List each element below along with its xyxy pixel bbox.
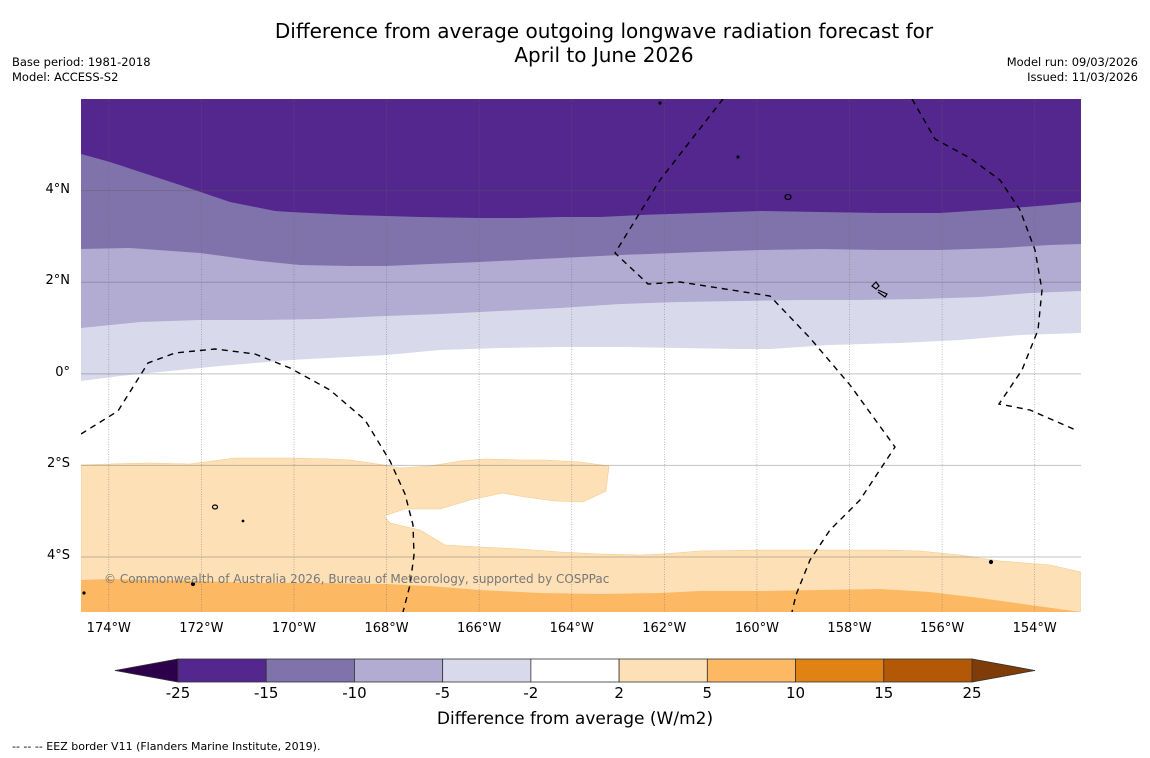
colorbar-tick-label: -10 (342, 684, 367, 702)
island (190, 581, 196, 587)
colorbar-segment (265, 658, 355, 683)
eez-borders (81, 99, 1079, 612)
eez-border-east (911, 99, 1079, 432)
colorbar-segment (530, 658, 620, 683)
colorbar-tick-label: 2 (614, 684, 624, 702)
model-name: Model: ACCESS-S2 (12, 70, 119, 84)
model-run-date: Model run: 09/03/2026 (1006, 55, 1138, 69)
meta-left: Base period: 1981-2018 Model: ACCESS-S2 (12, 55, 151, 85)
island (658, 101, 662, 105)
latitude-label: 4°N (45, 181, 71, 197)
colorbar-segment (883, 658, 973, 683)
island (988, 559, 994, 565)
colorbar-tick-label: 10 (786, 684, 806, 702)
band-plus5-to-plus10 (81, 579, 1081, 612)
colorbar-tick-label: 15 (874, 684, 894, 702)
longitude-label: 166°W (457, 621, 502, 636)
latitude-label: 4°S (46, 548, 70, 564)
longitude-label: 160°W (734, 621, 779, 636)
band-plus2-to-plus5 (81, 457, 1081, 612)
longitude-label: 168°W (364, 621, 409, 636)
colorbar-segment (442, 658, 532, 683)
copyright-notice: © Commonwealth of Australia 2026, Bureau… (104, 572, 610, 586)
longitude-label: 172°W (179, 621, 224, 636)
eez-border-central-north (614, 99, 896, 612)
map-plot-area (81, 99, 1081, 612)
title-line-1: Difference from average outgoing longwav… (274, 19, 934, 43)
colorbar-tick-label: 5 (702, 684, 713, 702)
longitude-label: 156°W (920, 621, 965, 636)
longitude-label: 154°W (1012, 621, 1057, 636)
island (211, 504, 219, 510)
islands (82, 101, 994, 595)
graticule (81, 99, 1081, 612)
colorbar-title: Difference from average (W/m2) (436, 709, 714, 729)
colorbar (114, 658, 1036, 683)
longitude-label: 158°W (827, 621, 872, 636)
island (82, 591, 86, 595)
island (736, 155, 740, 159)
longitude-label: 174°W (86, 621, 131, 636)
title-line-2: April to June 2026 (514, 43, 694, 67)
colorbar-extend-low (114, 658, 179, 683)
colorbar-tick-label: -5 (435, 684, 451, 702)
eez-border-west (81, 348, 415, 612)
island (241, 519, 245, 523)
colorbar-extend-high (971, 658, 1036, 683)
latitude-label: 2°S (46, 456, 70, 472)
colorbar-tick-label: -2 (523, 684, 539, 702)
chart-title: Difference from average outgoing longwav… (0, 19, 1150, 67)
colorbar-segment (354, 658, 444, 683)
island (871, 281, 888, 298)
meta-right: Model run: 09/03/2026 Issued: 11/03/2026 (1007, 55, 1138, 85)
colorbar-segment (177, 658, 267, 683)
longitude-label: 164°W (549, 621, 594, 636)
longitude-label: 170°W (271, 621, 317, 636)
colorbar-tick-label: 25 (962, 684, 982, 702)
longitude-label: 162°W (642, 621, 687, 636)
latitude-label: 2°N (45, 273, 71, 289)
island (784, 193, 792, 201)
colorbar-tick-label: -25 (165, 684, 191, 702)
eez-footnote: -- -- -- EEZ border V11 (Flanders Marine… (12, 740, 321, 753)
colorbar-tick-label: -15 (253, 684, 279, 702)
issued-date: Issued: 11/03/2026 (1027, 70, 1138, 84)
base-period: Base period: 1981-2018 (12, 55, 151, 69)
colorbar-segment (618, 658, 708, 683)
colorbar-segment (706, 658, 796, 683)
latitude-label: 0° (55, 364, 70, 380)
colorbar-segment (795, 658, 885, 683)
